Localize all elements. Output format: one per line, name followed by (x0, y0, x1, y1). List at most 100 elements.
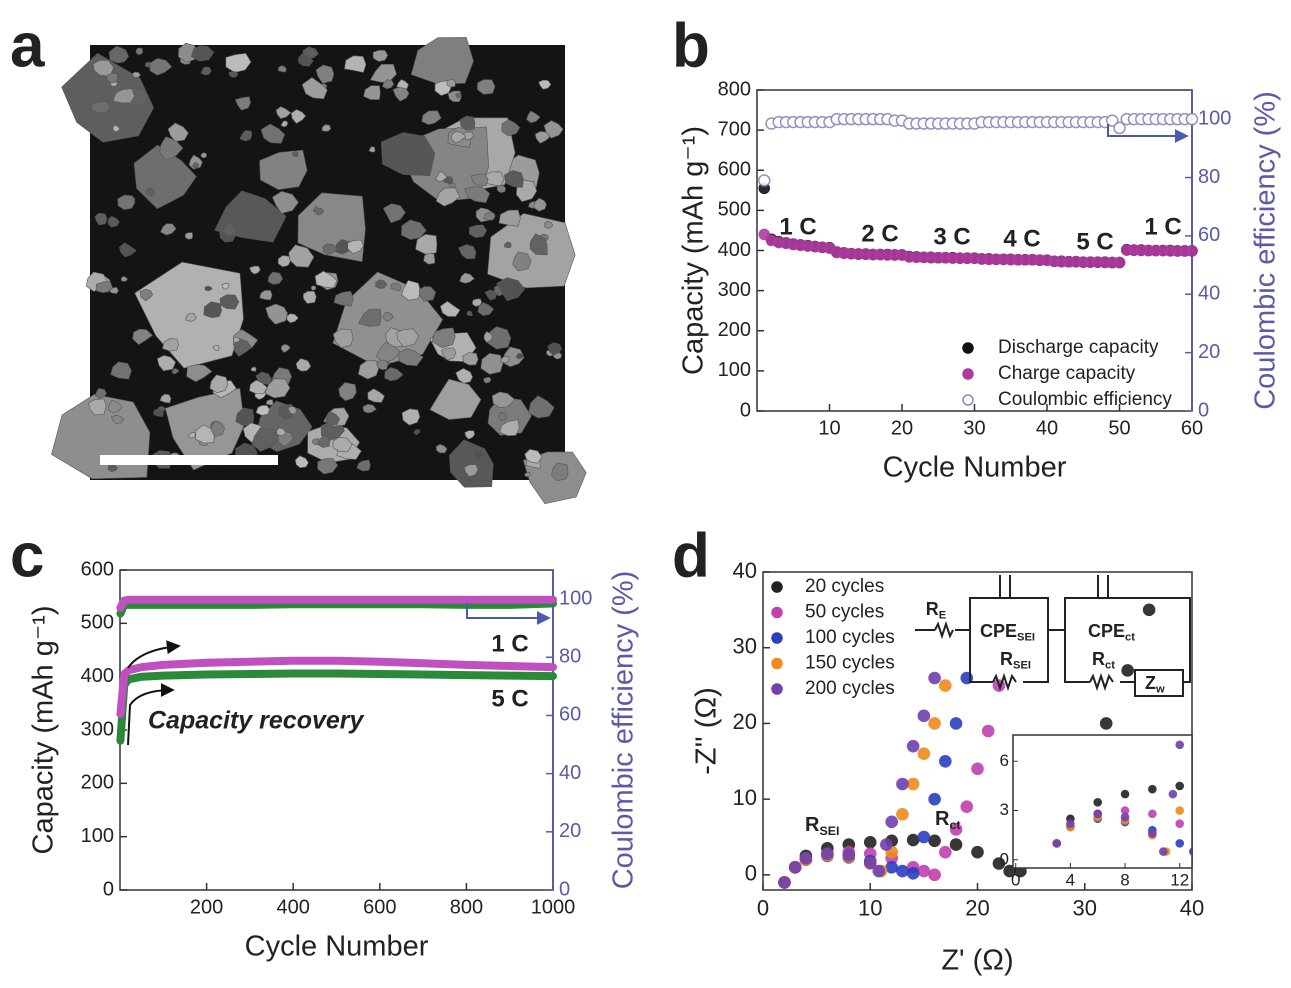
data-point (1230, 856, 1238, 864)
data-point (1285, 807, 1291, 815)
y-tick-label: 700 (718, 118, 751, 140)
data-point (896, 808, 908, 820)
data-point (1203, 839, 1211, 847)
legend-label: 150 cycles (805, 653, 895, 674)
data-point (880, 839, 892, 851)
label-main: CPE (980, 621, 1017, 641)
legend-label: 20 cycles (805, 576, 884, 597)
data-point (950, 839, 962, 851)
x-tick-label: 50 (1108, 417, 1130, 439)
data-point (1230, 782, 1238, 790)
data-point (907, 867, 919, 879)
resistor (1090, 676, 1113, 688)
data-point (778, 876, 790, 888)
data-point (1217, 848, 1225, 856)
inset-x-tick-label: 4 (1066, 870, 1075, 889)
data-point (1148, 830, 1156, 838)
particle (185, 233, 193, 240)
circuit-label: CPEct (1088, 621, 1135, 644)
particle (278, 256, 290, 267)
data-point (1230, 692, 1238, 700)
data-point (1176, 741, 1184, 749)
data-point (1285, 626, 1291, 634)
label-sub: SEI (1017, 631, 1035, 643)
data-point (918, 710, 930, 722)
data-point (1203, 577, 1211, 585)
y-axis-label: Capacity (mAh g⁻¹) (28, 606, 60, 855)
label-sub: w (1155, 683, 1165, 695)
y-tick-label: 600 (718, 159, 751, 181)
particle (411, 37, 473, 84)
data-point (929, 672, 941, 684)
y2-tick-label: 20 (559, 820, 581, 842)
inset-x-tick-label: 8 (1120, 870, 1129, 889)
label-main: R (805, 814, 820, 836)
y-tick-label: 0 (740, 399, 751, 421)
annotation: 1 C (491, 630, 528, 657)
data-point (1230, 527, 1238, 535)
data-point (972, 846, 984, 858)
x-tick-label: 40 (1036, 417, 1058, 439)
data-point (821, 848, 833, 860)
y-tick-label: 800 (718, 78, 751, 100)
inset-x-tick-label: 12 (1170, 870, 1189, 889)
data-point (864, 836, 876, 848)
data-point (1121, 790, 1129, 798)
data-point (843, 849, 855, 861)
y2-tick-label: 0 (1198, 399, 1209, 421)
data-point (918, 748, 930, 760)
x-tick-label: 20 (891, 417, 913, 439)
panel-label: d (672, 521, 710, 590)
annotation: 4 C (1003, 225, 1040, 252)
legend-marker (963, 343, 973, 353)
data-point (1100, 717, 1112, 729)
data-point (1039, 872, 1047, 880)
annotation: RSEI (805, 814, 839, 838)
y-axis-label: Capacity (mAh g⁻¹) (678, 126, 710, 375)
data-point (918, 865, 930, 877)
data-point (1258, 790, 1266, 798)
data-point (1217, 774, 1225, 782)
y2-tick-label: 20 (1198, 341, 1220, 363)
data-point (1053, 839, 1061, 847)
data-point (972, 763, 984, 775)
data-point (1039, 872, 1047, 880)
circuit-label: RE (926, 599, 946, 622)
data-point (1244, 609, 1252, 617)
data-point (907, 740, 919, 752)
data-point (939, 755, 951, 767)
x-tick-label: 30 (1073, 896, 1097, 921)
y2-tick-label: 60 (559, 704, 581, 726)
x-tick-label: 20 (965, 896, 989, 921)
x-tick-label: 200 (190, 896, 223, 918)
data-point (759, 175, 770, 186)
data-point (1244, 807, 1252, 815)
y-tick-label: 100 (81, 825, 114, 847)
inset-y-tick-label: 0 (1000, 849, 1009, 868)
data-point (1159, 848, 1167, 856)
annotation: 2 C (861, 220, 898, 247)
resistor (935, 624, 953, 636)
data-point (907, 834, 919, 846)
legend-label: 200 cycles (805, 678, 895, 699)
data-point (1148, 810, 1156, 818)
x-tick-label: 400 (277, 896, 310, 918)
data-point (896, 778, 908, 790)
legend-marker (772, 582, 782, 592)
annotation: 3 C (933, 223, 970, 250)
data-point (1094, 798, 1102, 806)
legend-marker (963, 395, 973, 405)
data-point (950, 717, 962, 729)
data-point (1039, 872, 1047, 880)
data-point (1189, 724, 1197, 732)
y-tick-label: 300 (81, 718, 114, 740)
data-point (907, 778, 919, 790)
annotation: Rct (935, 808, 960, 832)
x-axis-label: Cycle Number (245, 931, 429, 963)
data-point (1122, 664, 1134, 676)
panel-label: a (10, 11, 45, 80)
data-point (886, 816, 898, 828)
data-point (918, 831, 930, 843)
label-sub: ct (949, 818, 960, 832)
data-point (1187, 114, 1198, 125)
